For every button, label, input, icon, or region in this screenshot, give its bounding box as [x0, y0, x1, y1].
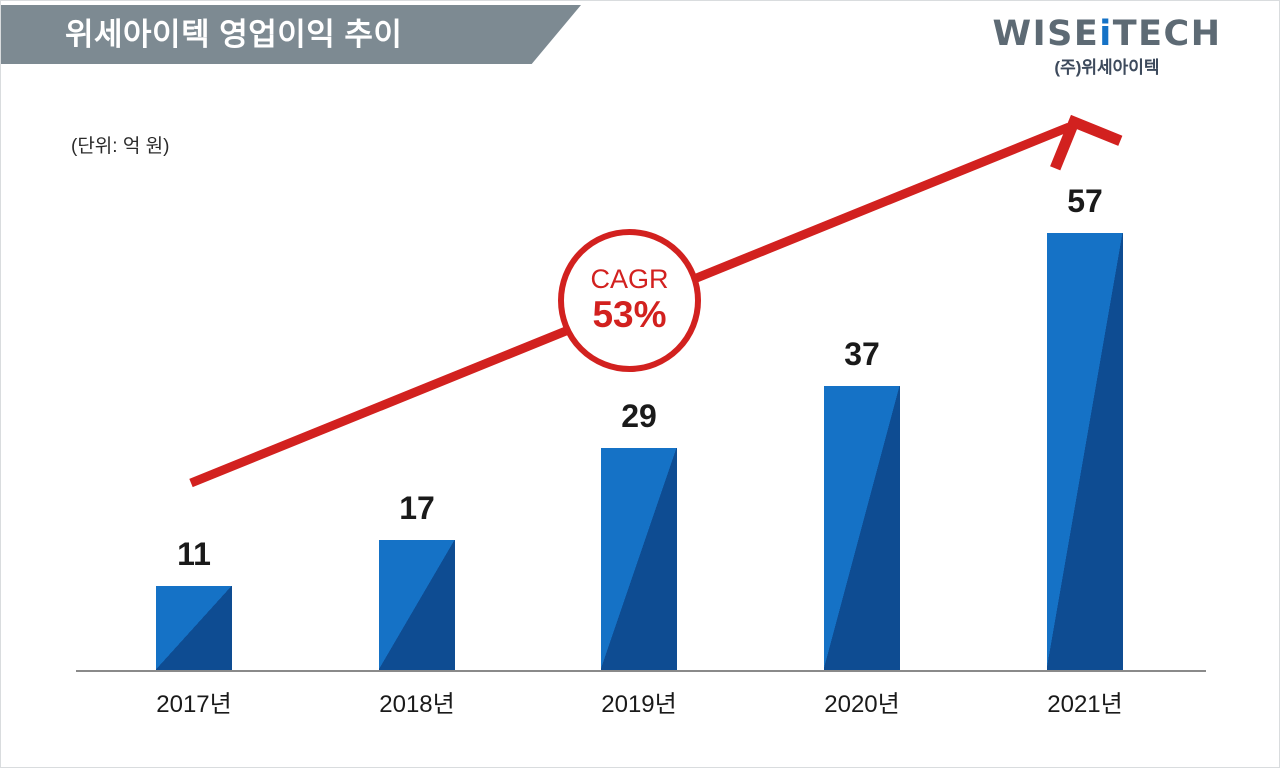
bar-value-label: 57	[1067, 182, 1103, 219]
banner-shape	[1, 5, 581, 64]
x-axis-label: 2020년	[824, 691, 900, 718]
cagr-value: 53%	[592, 294, 667, 336]
cagr-callout: CAGR 53%	[558, 229, 701, 372]
logo-word-wise: WISE	[992, 14, 1100, 54]
bar-value-label: 37	[844, 336, 880, 373]
bar-shade-overlay	[1047, 232, 1123, 670]
bar-shade-overlay	[824, 386, 900, 670]
bar-shade-overlay	[601, 447, 677, 670]
bar-2018	[379, 539, 455, 670]
unit-label: (단위: 억 원)	[71, 136, 170, 157]
bar-2020	[824, 386, 900, 670]
bar-value-label: 17	[399, 489, 435, 526]
bar-value-label: 29	[621, 397, 657, 434]
page-title: 위세아이텍 영업이익 추이	[65, 17, 403, 52]
bar-2021	[1047, 232, 1123, 670]
bar-2019	[601, 447, 677, 670]
x-axis-label: 2017년	[156, 691, 232, 718]
logo-subtitle: (주)위세아이텍	[1054, 58, 1160, 77]
bar-shade-overlay	[156, 585, 232, 670]
logo-word-tech: TECH	[1112, 14, 1222, 54]
logo-wordmark: WISEiTECH	[977, 17, 1237, 52]
x-axis-label: 2019년	[601, 691, 677, 718]
x-axis-line	[76, 670, 1206, 672]
cagr-circle	[558, 229, 701, 372]
title-banner: 위세아이텍 영업이익 추이	[1, 5, 581, 64]
bar-value-label: 11	[177, 535, 211, 572]
x-axis-label: 2018년	[379, 691, 455, 718]
x-axis-label: 2021년	[1047, 691, 1123, 718]
bar-2017	[156, 585, 232, 670]
company-logo: WISEiTECH (주)위세아이텍	[977, 17, 1237, 77]
bar-shade-overlay	[379, 539, 455, 670]
logo-i-icon: i	[1099, 14, 1113, 54]
cagr-label: CAGR	[590, 263, 669, 294]
